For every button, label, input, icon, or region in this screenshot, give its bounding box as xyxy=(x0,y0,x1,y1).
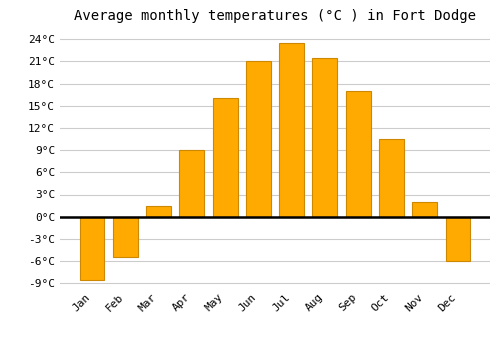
Bar xyxy=(346,91,370,217)
Bar xyxy=(180,150,204,217)
Bar xyxy=(80,217,104,280)
Bar xyxy=(246,61,271,217)
Bar xyxy=(279,43,304,217)
Title: Average monthly temperatures (°C ) in Fort Dodge: Average monthly temperatures (°C ) in Fo… xyxy=(74,9,476,23)
Bar xyxy=(412,202,437,217)
Bar xyxy=(379,139,404,217)
Bar xyxy=(312,58,338,217)
Bar xyxy=(212,98,238,217)
Bar xyxy=(446,217,470,261)
Bar xyxy=(146,205,171,217)
Bar xyxy=(113,217,138,257)
